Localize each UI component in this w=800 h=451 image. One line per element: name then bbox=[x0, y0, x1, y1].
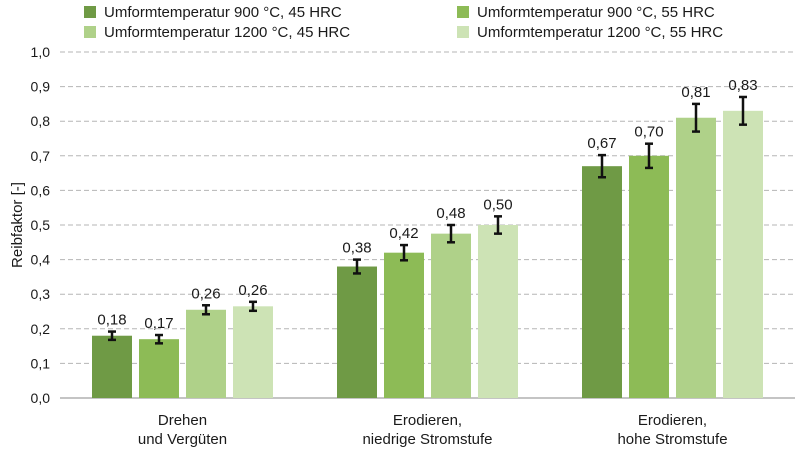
bar bbox=[431, 233, 471, 398]
data-label: 0,50 bbox=[483, 196, 512, 213]
bar bbox=[337, 266, 377, 398]
x-category-label: hohe Stromstufe bbox=[617, 431, 727, 448]
y-tick-label: 0,1 bbox=[31, 355, 51, 371]
x-category-label: Erodieren, bbox=[638, 412, 707, 429]
data-label: 0,26 bbox=[191, 285, 220, 302]
legend-swatch bbox=[84, 26, 96, 38]
y-tick-label: 0,3 bbox=[31, 286, 51, 302]
bar bbox=[676, 117, 716, 399]
bar bbox=[723, 110, 763, 398]
y-tick-label: 1,0 bbox=[31, 44, 51, 60]
legend-swatch bbox=[457, 6, 469, 18]
data-label: 0,42 bbox=[389, 225, 418, 242]
data-label: 0,48 bbox=[436, 205, 465, 222]
legend-swatch bbox=[457, 26, 469, 38]
y-tick-labels: 0,0 0,1 0,2 0,3 0,4 0,5 0,6 0,7 0,8 0,9 1,0 bbox=[31, 44, 51, 406]
y-tick-label: 0,5 bbox=[31, 217, 51, 233]
legend-entry: Umformtemperatur 900 °C, 55 HRC bbox=[457, 2, 715, 22]
y-tick-label: 0,4 bbox=[31, 252, 51, 268]
y-tick-label: 0,8 bbox=[31, 113, 51, 129]
data-label: 0,81 bbox=[681, 84, 710, 101]
data-label: 0,18 bbox=[97, 312, 126, 329]
bar bbox=[629, 155, 669, 398]
bars bbox=[92, 110, 763, 399]
y-axis-label: Reibfaktor [-] bbox=[9, 182, 26, 268]
legend-swatch bbox=[84, 6, 96, 18]
bar bbox=[384, 252, 424, 398]
data-label: 0,83 bbox=[728, 77, 757, 94]
bar bbox=[92, 335, 132, 398]
bar bbox=[186, 309, 226, 398]
chart-legend: Umformtemperatur 900 °C, 45 HRC Umformte… bbox=[84, 0, 800, 44]
bar bbox=[139, 339, 179, 398]
legend-label: Umformtemperatur 900 °C, 55 HRC bbox=[477, 3, 715, 21]
y-tick-label: 0,6 bbox=[31, 182, 51, 198]
x-category-label: und Vergüten bbox=[138, 431, 227, 448]
y-tick-label: 0,2 bbox=[31, 321, 51, 337]
x-category-label: Erodieren, bbox=[393, 412, 462, 429]
x-category-label: niedrige Stromstufe bbox=[362, 431, 492, 448]
data-label: 0,70 bbox=[634, 124, 663, 141]
x-category-label: Drehen bbox=[158, 412, 207, 429]
error-bars bbox=[108, 95, 747, 345]
data-label: 0,67 bbox=[587, 135, 616, 152]
data-label: 0,38 bbox=[342, 240, 371, 257]
legend-label: Umformtemperatur 1200 °C, 55 HRC bbox=[477, 23, 724, 41]
y-tick-label: 0,0 bbox=[31, 390, 51, 406]
y-tick-label: 0,7 bbox=[31, 148, 51, 164]
legend-entry: Umformtemperatur 1200 °C, 55 HRC bbox=[457, 22, 723, 42]
legend-label: Umformtemperatur 900 °C, 45 HRC bbox=[104, 3, 342, 21]
legend-entry: Umformtemperatur 900 °C, 45 HRC bbox=[84, 2, 342, 22]
gridlines bbox=[60, 51, 795, 399]
data-label: 0,17 bbox=[144, 315, 173, 332]
bar bbox=[478, 225, 518, 398]
bar bbox=[233, 306, 273, 398]
legend-entry: Umformtemperatur 1200 °C, 45 HRC bbox=[84, 22, 350, 42]
bar bbox=[582, 166, 622, 398]
legend-label: Umformtemperatur 1200 °C, 45 HRC bbox=[104, 23, 351, 41]
data-label: 0,26 bbox=[238, 282, 267, 299]
x-category-labels: Drehen und Vergüten Erodieren, niedrige Str… bbox=[138, 412, 728, 448]
y-tick-label: 0,9 bbox=[31, 79, 51, 95]
data-labels: 0,18 0,17 0,26 0,26 0,38 0,42 0,48 0,50 0,67 0,70… bbox=[97, 77, 757, 332]
